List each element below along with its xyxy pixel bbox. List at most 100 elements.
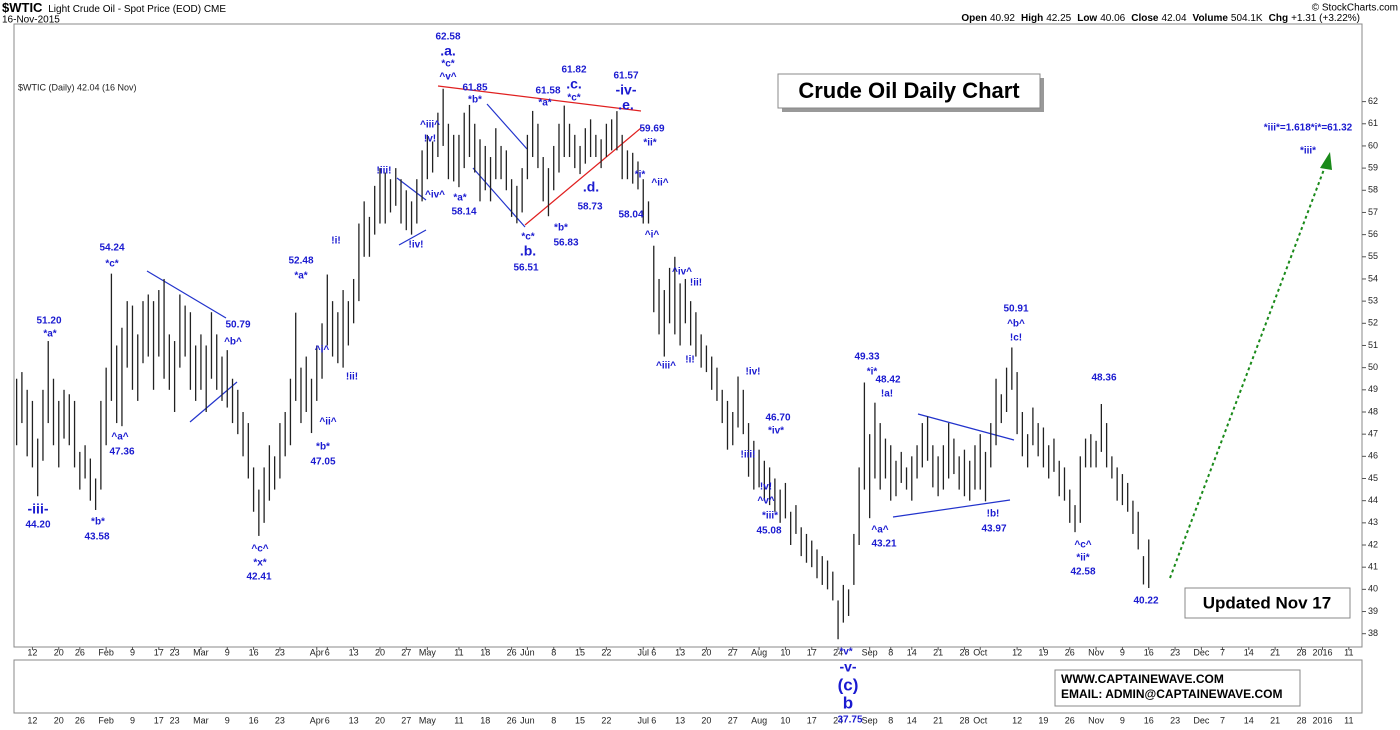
x-tick-label: 12 [1012,715,1022,725]
wave-label: *a* [453,193,466,204]
x-tick-label: May [419,647,437,657]
y-tick-label: 48 [1368,406,1378,416]
y-tick-label: 55 [1368,251,1378,261]
y-tick-label: 61 [1368,118,1378,128]
x-tick-label: 14 [907,715,917,725]
y-tick-label: 42 [1368,539,1378,549]
wave-label: *iv* [768,426,784,437]
wave-label: 58.73 [577,202,602,213]
wave-label: *ii* [1076,553,1089,564]
wave-label: ^i^ [315,345,330,356]
x-tick-label: Nov [1088,647,1105,657]
x-tick-label: 26 [1065,647,1075,657]
quote: Open 40.92 High 42.25 Low 40.06 Close 42.04 Volu… [961,13,1360,24]
wave-label: 61.82 [561,65,586,76]
wave-label: 47.36 [109,447,134,458]
x-tick-label: 9 [225,715,230,725]
x-tick-label: 10 [780,715,790,725]
x-tick-label: 2016 [1312,715,1332,725]
x-tick-label: 27 [728,715,738,725]
x-tick-label: 14 [1244,647,1254,657]
wave-label: ^ii^ [651,178,668,189]
x-tick-label: Jul [637,647,649,657]
wave-label: *iii* [1300,146,1316,157]
x-tick-label: 23 [170,647,180,657]
x-tick-label: Oct [973,715,988,725]
quote-value: 42.04 [1161,13,1186,24]
x-tick-label: Dec [1193,647,1210,657]
y-tick-label: 51 [1368,340,1378,350]
wave-label: !a! [881,389,893,400]
wave-label: !v! [424,134,436,145]
x-tick-label: 10 [780,647,790,657]
y-tick-label: 41 [1368,562,1378,572]
quote-value: 40.06 [1100,13,1125,24]
x-tick-label: 9 [130,715,135,725]
x-tick-label: 15 [575,647,585,657]
wave-label: ^a^ [871,525,888,536]
x-tick-label: 8 [551,715,556,725]
y-tick-label: 44 [1368,495,1378,505]
wave-label: ^iv^ [425,190,445,201]
wave-label: ^c^ [1074,540,1091,551]
y-tick-label: 40 [1368,584,1378,594]
y-tick-label: 39 [1368,606,1378,616]
x-tick-label: 13 [349,715,359,725]
x-tick-label: 28 [959,647,969,657]
wave-label: *ii* [643,138,656,149]
wave-label: 37.75 [837,715,862,726]
x-tick-label: 8 [888,715,893,725]
x-tick-label: 22 [601,647,611,657]
wave-label: *a* [538,98,551,109]
x-tick-label: 11 [454,647,463,657]
x-tick-label: 16 [249,647,259,657]
wave-label: 58.14 [451,207,476,218]
y-tick-label: 56 [1368,229,1378,239]
updated-box [1184,587,1351,619]
wave-label: !ii! [690,278,702,289]
x-tick-label: 16 [249,715,259,725]
wave-label: 50.79 [225,320,250,331]
wave-label: 61.58 [535,86,560,97]
wave-label: ^iii^ [656,361,676,372]
wave-label: 58.04 [618,210,643,221]
headline-box [777,73,1041,109]
x-tick-label: Jun [520,715,535,725]
wave-label: 54.24 [99,243,124,254]
x-tick-label: 9 [130,647,135,657]
x-tick-label: 23 [275,715,285,725]
x-tick-label: 18 [480,647,490,657]
headline: Crude Oil Daily Chart [798,78,1020,103]
x-tick-label: Jun [520,647,535,657]
x-tick-label: 24 [833,715,843,725]
wave-label: .c. [566,76,582,92]
quote-value: 504.1K [1231,13,1263,24]
y-tick-label: 53 [1368,296,1378,306]
wave-label: *i* [635,170,646,181]
y-tick-label: 58 [1368,185,1378,195]
quote-value: 40.92 [990,13,1015,24]
x-tick-label: 14 [907,647,917,657]
x-tick-label: Dec [1193,715,1210,725]
x-tick-label: Feb [98,647,114,657]
wave-label: *a* [294,271,307,282]
quote-label: Low [1077,13,1097,24]
x-tick-label: 21 [1270,647,1280,657]
x-tick-label: 11 [1344,647,1353,657]
x-tick-label: 19 [1038,647,1048,657]
x-tick-label: Feb [98,715,114,725]
x-tick-label: 20 [701,715,711,725]
wave-label: !i! [331,236,340,247]
wave-label: ^a^ [111,432,128,443]
wave-label: 52.48 [288,256,313,267]
x-tick-label: 21 [1270,715,1280,725]
x-tick-label: 20 [54,647,64,657]
wave-label: *c* [567,93,580,104]
wave-label: *b* [554,223,568,234]
wave-label: 42.58 [1070,567,1095,578]
quote-label: Open [961,13,987,24]
wave-label: !b! [987,509,1000,520]
contact-box [1054,669,1301,707]
chart-date: 16-Nov-2015 [2,15,60,26]
wave-label: *i* [867,367,878,378]
